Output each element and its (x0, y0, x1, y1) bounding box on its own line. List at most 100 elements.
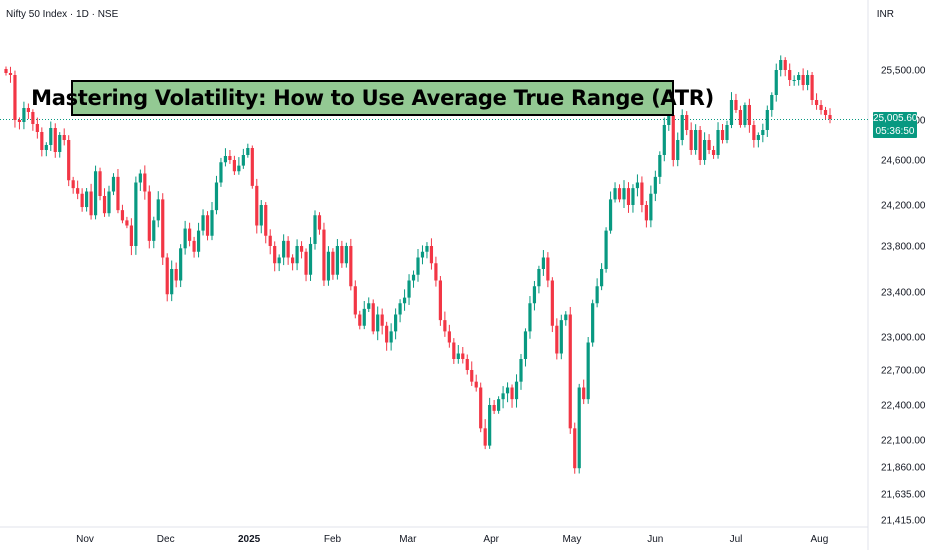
candle-body (116, 176, 120, 211)
candle (214, 175, 219, 215)
currency-label[interactable]: INR (876, 9, 894, 20)
candle-body (62, 135, 66, 140)
x-tick-label: Jul (730, 534, 743, 545)
x-tick-label: Mar (399, 534, 417, 545)
candle-body (291, 257, 295, 264)
candle (143, 165, 147, 200)
candle (340, 240, 344, 268)
candle (259, 200, 263, 234)
candle (537, 265, 541, 294)
candle-body (738, 110, 743, 125)
candle (483, 419, 487, 450)
candle-body (604, 230, 608, 269)
candle (232, 155, 236, 175)
candle-body (788, 70, 792, 80)
candle (694, 124, 698, 155)
candle (765, 105, 769, 137)
candle (93, 165, 98, 220)
candle (326, 246, 331, 286)
candle (147, 185, 151, 249)
candle (729, 92, 734, 129)
candle-body (331, 251, 335, 275)
candle (134, 176, 138, 255)
candle-body (228, 156, 232, 160)
candle-body (716, 130, 720, 155)
candle-body (631, 188, 635, 205)
candle-body (179, 248, 183, 281)
candle (394, 308, 398, 340)
candle-body (219, 162, 223, 183)
candle-body (214, 182, 219, 211)
candle-body (420, 251, 425, 258)
candle (564, 311, 568, 326)
candle-body (658, 155, 662, 177)
candle-body (58, 135, 62, 152)
candle (792, 75, 796, 86)
candle-body (729, 100, 734, 125)
y-tick-label: 22,700.00 (881, 366, 926, 377)
candle-body (286, 240, 290, 258)
candle-body (322, 229, 326, 281)
candle (4, 66, 8, 76)
candle-body (532, 286, 537, 304)
candle (591, 299, 595, 347)
candle-body (255, 185, 259, 226)
candle-body (44, 145, 48, 150)
candle-body (613, 188, 617, 200)
candle-body (564, 314, 568, 321)
candle (286, 236, 290, 265)
candle-body (411, 274, 416, 281)
candle (62, 128, 66, 146)
candle (488, 397, 492, 449)
candle (31, 109, 35, 131)
candle-body (80, 193, 84, 208)
candle-body (71, 180, 75, 189)
candle-body (8, 73, 13, 75)
candle-body (102, 196, 107, 214)
candle-body (210, 210, 214, 236)
candle (344, 242, 348, 268)
candle (205, 211, 210, 241)
candle-body (152, 220, 156, 241)
candle-body (201, 215, 205, 231)
candle (89, 183, 93, 220)
candle (671, 111, 675, 167)
candle (376, 306, 380, 341)
candle (528, 296, 532, 339)
candle (640, 176, 644, 213)
candle-body (483, 428, 487, 446)
candle (452, 338, 456, 364)
candle (44, 142, 48, 157)
candle-body (465, 359, 469, 370)
candle-body (671, 115, 675, 160)
candle-body (810, 75, 814, 100)
candle-body (13, 75, 17, 120)
candle (188, 222, 192, 247)
candle (505, 382, 510, 403)
candle-body (367, 303, 371, 309)
candle (183, 220, 187, 255)
candle-body (698, 130, 702, 160)
candle (210, 201, 214, 241)
candle (111, 173, 116, 196)
candle-body (456, 353, 460, 359)
candle (22, 101, 26, 130)
candle-body (644, 205, 648, 221)
candle (165, 253, 169, 302)
candle-body (635, 182, 640, 189)
x-axis-ticks: Nov Dec 2025 Feb Mar Apr May Jun Jul Aug (76, 534, 828, 545)
candle-body (756, 135, 760, 140)
last-price-value: 25,005.60 (873, 113, 918, 124)
candle (797, 72, 801, 86)
x-tick-label: 2025 (238, 534, 261, 545)
candle-body (582, 387, 586, 400)
candle-body (752, 125, 756, 140)
candle (250, 145, 254, 189)
candle (179, 244, 183, 288)
candle-body (537, 269, 541, 287)
symbol-title[interactable]: Nifty 50 Index · 1D · NSE (6, 9, 119, 20)
candle (102, 188, 107, 217)
candle (425, 242, 429, 259)
candle (689, 122, 693, 155)
candle (810, 72, 814, 105)
